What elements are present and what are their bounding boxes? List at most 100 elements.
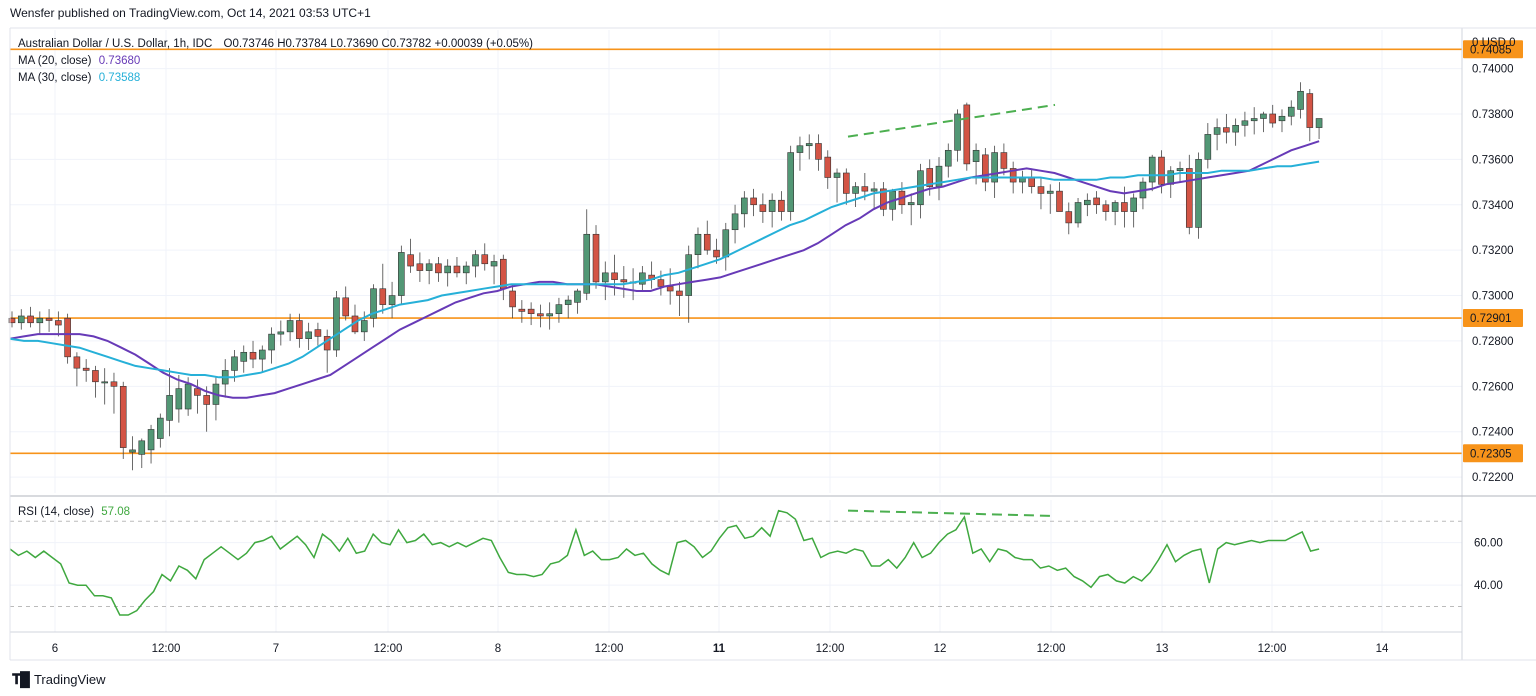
candle-down <box>676 290 683 296</box>
candle-up <box>101 381 108 384</box>
candle-down <box>982 154 989 183</box>
price-tag-label: 0.72901 <box>1470 313 1512 325</box>
chart-frame <box>9 27 1536 661</box>
candle-up <box>1074 202 1082 224</box>
price-tick-label: 0.73800 <box>1472 109 1514 121</box>
candle-up <box>574 290 581 303</box>
candle-up <box>388 295 396 305</box>
price-tags: 0.74085 0.72901 0.72305 <box>1463 40 1523 463</box>
candle-up <box>907 202 915 206</box>
ma30-label: MA (30, close) <box>18 72 92 84</box>
time-tick-label: 12:00 <box>374 643 403 655</box>
candle-down <box>1037 186 1045 194</box>
candle-up <box>286 320 294 333</box>
candle-up <box>490 261 498 267</box>
candle-up <box>277 331 285 335</box>
candle-up <box>1297 90 1304 110</box>
legend-ma30-row[interactable]: MA (30, close) 0.73588 <box>18 70 533 87</box>
footer-brand[interactable]: 𝐓█ TradingView <box>12 671 105 688</box>
candle-up <box>175 388 183 410</box>
candle-up <box>1232 125 1239 133</box>
candle-up <box>954 113 961 151</box>
candle-down <box>1121 202 1128 212</box>
candle-up <box>546 313 553 317</box>
candle-down <box>1306 93 1314 128</box>
candle-down <box>64 317 71 358</box>
legend-ma20-row[interactable]: MA (20, close) 0.73680 <box>18 53 533 70</box>
rsi-label: RSI (14, close) <box>18 506 95 518</box>
candle-up <box>444 265 451 274</box>
candle-up <box>305 331 312 339</box>
candle-up <box>731 213 739 231</box>
candle-up <box>1260 113 1267 119</box>
candle-down <box>518 308 526 312</box>
price-tick-label: 0.74000 <box>1472 64 1514 76</box>
brand-name: TradingView <box>33 672 106 687</box>
candle-down <box>1056 190 1063 212</box>
candle-up <box>768 199 776 212</box>
candle-down <box>1269 113 1277 124</box>
candle-down <box>8 317 16 324</box>
time-tick-label: 6 <box>52 643 58 655</box>
candle-down <box>842 172 850 194</box>
candle-down <box>82 367 90 371</box>
candle-up <box>333 297 340 351</box>
moving-averages <box>9 140 1320 399</box>
candle-up <box>722 229 730 258</box>
candle-up <box>1204 134 1212 160</box>
candle-down <box>778 199 785 212</box>
candle-up <box>1130 197 1137 212</box>
candle-up <box>1315 118 1323 128</box>
candle-up <box>36 317 44 324</box>
candle-up <box>805 143 813 147</box>
candle-down <box>379 288 387 305</box>
publish-info: Wensfer published on TradingView.com, Oc… <box>10 6 371 20</box>
candle-up <box>1195 159 1202 228</box>
time-tick-label: 12:00 <box>1258 643 1287 655</box>
ohlc-values: O0.73746 H0.73784 L0.73690 C0.73782 +0.0… <box>223 38 533 50</box>
candle-up <box>370 288 377 319</box>
candle-up <box>184 383 192 410</box>
candle-down <box>926 168 934 187</box>
ma20-label: MA (20, close) <box>18 55 92 67</box>
candle-up <box>1084 199 1091 206</box>
horizontal-levels <box>10 48 1462 455</box>
candle-up <box>1241 120 1249 126</box>
candle-up <box>147 429 155 451</box>
price-tick-label: 0.73000 <box>1472 291 1514 303</box>
candle-down <box>880 188 887 210</box>
candle-down <box>1185 168 1193 228</box>
candle-down <box>1102 204 1110 212</box>
candle-down <box>759 204 767 212</box>
candle-down <box>592 233 600 283</box>
price-tick-label: 0.73200 <box>1472 245 1514 257</box>
candle-down <box>92 370 99 383</box>
time-tick-label: 12 <box>934 643 947 655</box>
candle-down <box>73 356 81 369</box>
candle-up <box>1046 190 1054 194</box>
candle-up <box>462 265 470 274</box>
candle-up <box>583 233 591 294</box>
candle-up <box>1148 156 1156 183</box>
rsi-legend[interactable]: RSI (14, close) 57.08 <box>18 506 130 518</box>
price-tick-label: 0.73400 <box>1472 200 1514 212</box>
candle-up <box>472 254 479 267</box>
candle-up <box>1111 202 1119 212</box>
candle-up <box>129 449 136 453</box>
candle-down <box>342 297 350 317</box>
price-tag-label: 0.72305 <box>1470 448 1512 460</box>
candle-down <box>657 279 665 287</box>
candle-up <box>555 304 563 315</box>
candle-up <box>741 197 748 215</box>
rsi-tick-label: 40.00 <box>1474 580 1503 592</box>
candle-down <box>296 320 303 339</box>
time-tick-label: 12:00 <box>816 643 845 655</box>
candle-down <box>1093 197 1100 206</box>
price-tag-bg <box>1463 309 1523 328</box>
symbol-title: Australian Dollar / U.S. Dollar, 1h, IDC <box>18 38 213 50</box>
time-tick-label: 14 <box>1376 643 1389 655</box>
candle-down <box>963 104 971 165</box>
tradingview-logo-icon: 𝐓█ <box>12 671 30 687</box>
candle-down <box>815 143 822 160</box>
